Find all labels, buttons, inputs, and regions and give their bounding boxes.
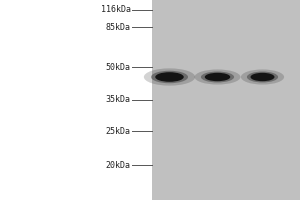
- Bar: [152, 0, 300, 200]
- Text: 85kDa: 85kDa: [106, 22, 130, 31]
- Text: 116kDa: 116kDa: [100, 5, 130, 15]
- Ellipse shape: [241, 69, 284, 85]
- Text: 25kDa: 25kDa: [106, 127, 130, 136]
- Ellipse shape: [155, 72, 184, 82]
- Ellipse shape: [195, 69, 241, 85]
- Text: 20kDa: 20kDa: [106, 160, 130, 169]
- Ellipse shape: [205, 73, 230, 81]
- Text: 35kDa: 35kDa: [106, 96, 130, 104]
- Ellipse shape: [250, 73, 274, 81]
- Ellipse shape: [247, 72, 278, 82]
- Ellipse shape: [144, 68, 195, 86]
- Ellipse shape: [201, 72, 234, 82]
- Ellipse shape: [151, 71, 188, 83]
- Text: 50kDa: 50kDa: [106, 62, 130, 72]
